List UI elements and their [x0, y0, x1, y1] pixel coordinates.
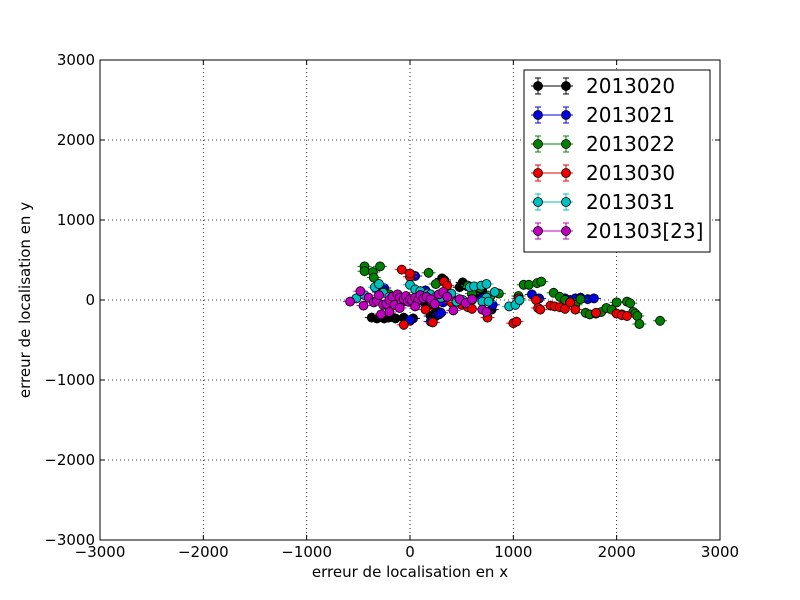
y-tick-label: 0 [85, 291, 95, 309]
data-point [634, 319, 645, 329]
data-point [483, 296, 494, 307]
data-point [570, 304, 581, 315]
data-point [632, 311, 643, 321]
data-point [384, 307, 395, 317]
data-point [398, 319, 409, 330]
series-20130323 [343, 286, 494, 320]
data-point [374, 290, 384, 301]
data-point [436, 307, 446, 318]
data-point [355, 286, 366, 297]
legend-entry: 2013022 [531, 132, 675, 156]
data-point [467, 303, 477, 314]
legend-entry: 2013020 [531, 74, 675, 98]
legend-entry: 2013021 [531, 103, 675, 127]
data-point [374, 279, 384, 289]
x-axis-label: erreur de localisation en x [312, 563, 508, 581]
data-point [375, 261, 385, 272]
data-point [523, 279, 534, 290]
legend-entry: 2013030 [531, 161, 675, 185]
legend-marker [561, 139, 571, 149]
y-tick-label: −1000 [44, 371, 95, 389]
data-point [589, 293, 599, 304]
data-point [514, 295, 525, 305]
data-point [345, 296, 355, 307]
x-tick-label: 0 [405, 543, 415, 561]
data-point [467, 294, 477, 305]
data-point [420, 304, 431, 315]
data-point [423, 267, 434, 278]
data-point [489, 287, 500, 297]
legend-marker [561, 81, 571, 91]
legend-label: 2013030 [586, 161, 675, 185]
data-point [429, 299, 440, 309]
data-point [655, 315, 665, 326]
y-tick-label: 1000 [57, 211, 95, 229]
legend-entry: 201303[23] [531, 219, 703, 243]
data-point [565, 297, 576, 308]
data-point [622, 311, 632, 321]
legend-label: 201303[23] [586, 219, 703, 243]
y-tick-label: −3000 [44, 531, 95, 549]
data-point [535, 304, 546, 315]
legend-marker [561, 226, 571, 236]
data-point [368, 272, 379, 283]
data-point [376, 309, 386, 320]
data-point [358, 300, 369, 311]
y-tick-label: −2000 [44, 451, 95, 469]
data-points [343, 261, 668, 330]
legend-marker [533, 168, 543, 178]
legend-label: 2013020 [586, 74, 675, 98]
data-point [396, 264, 407, 275]
data-point [394, 303, 405, 313]
legend-marker [561, 168, 571, 178]
axis-ticks: −3000 −2000 −1000 0 1000 2000 3000 −3000 −2000 −1… [44, 51, 739, 561]
legend-marker [533, 197, 543, 207]
data-point [410, 301, 421, 312]
legend-marker [561, 197, 571, 207]
x-tick-label: 3000 [701, 543, 739, 561]
data-point [511, 316, 522, 327]
x-tick-label: −1000 [281, 543, 332, 561]
legend-marker [533, 81, 543, 91]
data-point [536, 276, 547, 287]
data-point [575, 294, 586, 305]
legend-entry: 2013031 [531, 190, 675, 214]
data-point [591, 307, 601, 318]
legend-marker [533, 110, 543, 120]
legend-marker [533, 226, 543, 236]
data-point [427, 317, 438, 328]
data-point [359, 266, 370, 277]
data-point [430, 279, 441, 289]
data-point [531, 295, 541, 305]
x-tick-label: −2000 [178, 543, 229, 561]
data-point [405, 268, 415, 279]
y-axis-label: erreur de localisation en y [16, 202, 34, 398]
data-point [448, 305, 459, 316]
x-tick-label: −3000 [75, 543, 126, 561]
legend-label: 2013022 [586, 132, 675, 156]
legend-box [523, 69, 711, 253]
data-point [442, 291, 453, 302]
legend-label: 2013031 [586, 190, 675, 214]
data-point [611, 297, 622, 308]
data-point [560, 303, 570, 314]
data-point [625, 298, 635, 309]
legend-marker [533, 139, 543, 149]
legend-marker [561, 110, 571, 120]
data-point [481, 279, 492, 289]
legend-label: 2013021 [586, 103, 675, 127]
legend: 2013020 2013021 2013022 2013030 2013031 20130… [523, 69, 711, 253]
data-point [481, 307, 492, 317]
y-tick-label: 3000 [57, 51, 95, 69]
x-tick-label: 2000 [598, 543, 636, 561]
y-tick-label: 2000 [57, 131, 95, 149]
x-tick-label: 1000 [494, 543, 532, 561]
